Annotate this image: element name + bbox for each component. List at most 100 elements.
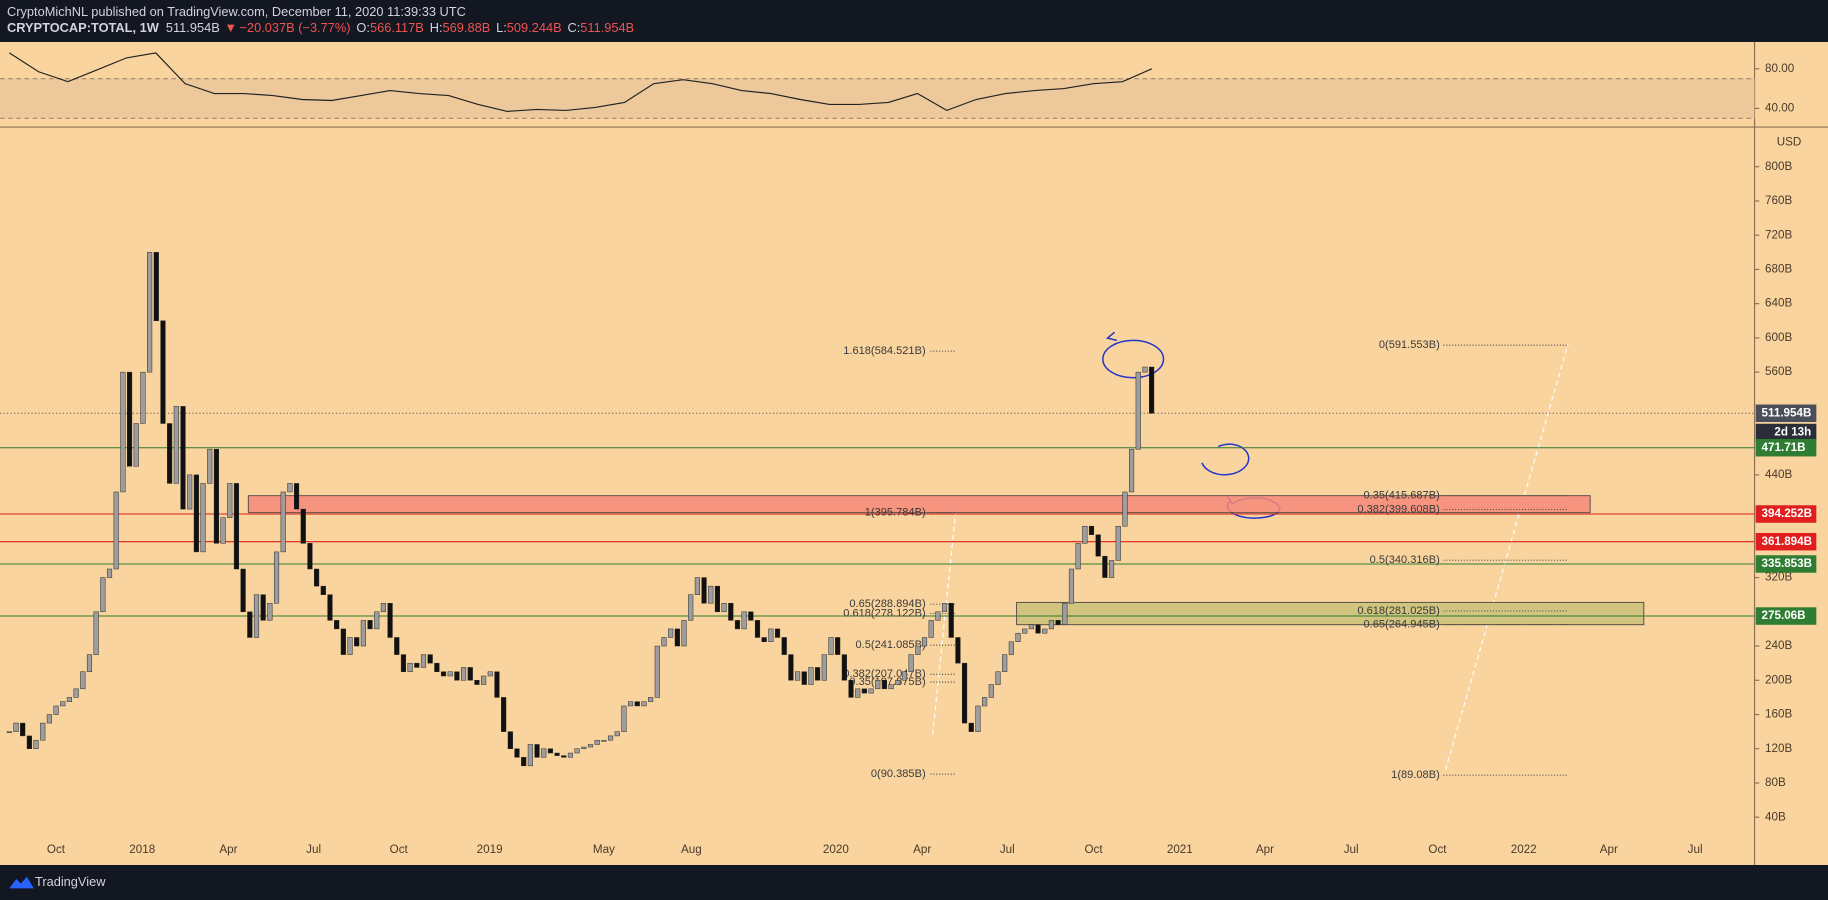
time-tick-label: Aug [681,843,702,856]
price-tick-label: 440B [1765,468,1792,481]
candle [287,483,293,493]
candle [193,474,199,553]
price-tick-label: 120B [1765,742,1792,755]
candle [754,620,761,638]
candle [741,611,747,630]
footer-brand: TradingView [35,874,106,889]
candle [294,483,300,510]
price-tag-label: 361.894B [1762,535,1813,548]
ohlc-label: H: [430,21,443,36]
candle [888,684,894,690]
header-bar [0,0,1828,42]
candle [173,406,179,484]
candle [561,755,567,758]
candle [133,423,139,467]
candle [875,680,881,690]
time-tick-label: 2019 [477,843,503,856]
candle [1122,491,1128,527]
candle [213,448,219,544]
candle [474,680,480,685]
candle [962,662,968,724]
rsi-tick-label: 80.00 [1765,62,1795,75]
candle [868,688,874,694]
candle [768,628,774,642]
candle [708,585,714,604]
candle [481,675,487,685]
candle [380,603,386,613]
time-tick-label: Oct [47,843,66,856]
time-tick-label: 2021 [1167,843,1193,856]
candle [988,684,994,698]
time-tick-label: Jul [1344,843,1359,856]
candle [661,637,667,647]
fib-label: 0.618(278.122B) [843,607,925,619]
candle [908,654,914,672]
price-tag [1755,555,1817,573]
candle [554,752,560,756]
candle [233,483,240,570]
fib-label: 0.5(241.085B) [856,639,926,651]
time-tick-label: 2018 [129,843,155,856]
price-tag [1755,438,1817,457]
fib-label: 1(89.08B) [1391,769,1440,781]
candle [1035,624,1041,634]
candle [26,735,32,749]
candle [46,714,52,724]
candle [420,654,427,668]
candle [120,371,126,493]
fib-label: 0.382(399.608B) [1357,503,1439,515]
candle [240,568,246,613]
fib-label: 0.618(281.025B) [1357,605,1439,617]
candle [995,671,1001,685]
price-tag-label: 335.853B [1762,557,1813,570]
fib-label: 0.382(207.047B) [843,668,925,680]
time-tick-label: Apr [913,843,931,856]
candle [80,671,86,690]
candle [73,688,79,698]
candle [728,603,734,621]
time-tick-label: Jul [1000,843,1015,856]
candle [808,667,814,685]
candle [901,671,908,681]
price-tag [1755,404,1817,423]
candle [841,654,847,681]
price-tick-label: 40B [1765,810,1786,823]
candle [982,697,988,707]
time-tick-label: May [593,843,615,856]
fib-label: 0.65(288.894B) [849,598,925,610]
zone [1016,601,1645,626]
candle [314,568,320,587]
candle [340,628,346,655]
time-tick-label: Apr [1256,843,1274,856]
candle [828,637,834,655]
time-tick-label: Apr [1600,843,1618,856]
time-tick-label: Oct [1428,843,1447,856]
candle [521,757,527,767]
fib-label: 0(90.385B) [871,768,926,780]
candle [835,637,841,655]
candle [975,705,981,732]
candle [614,731,620,737]
zone [247,495,1591,514]
price-tick-label: 680B [1765,263,1792,276]
candle [1088,525,1095,536]
candle [688,594,694,621]
time-tick-label: 2020 [823,843,849,856]
candle [220,517,226,544]
candle [407,662,413,672]
price-tick-label: 200B [1765,673,1792,686]
candle [354,637,360,647]
author-line: CryptoMichNL published on TradingView.co… [7,4,466,19]
candle [140,371,146,424]
price-tag-label: 471.71B [1762,441,1806,454]
candle [66,697,73,702]
candle [514,748,520,758]
candle [53,705,59,715]
candle [848,680,854,698]
candle [334,620,340,630]
price-tick-label: 720B [1765,228,1792,241]
chart-area [0,41,1828,866]
candle [1149,366,1155,414]
candle [701,577,707,604]
